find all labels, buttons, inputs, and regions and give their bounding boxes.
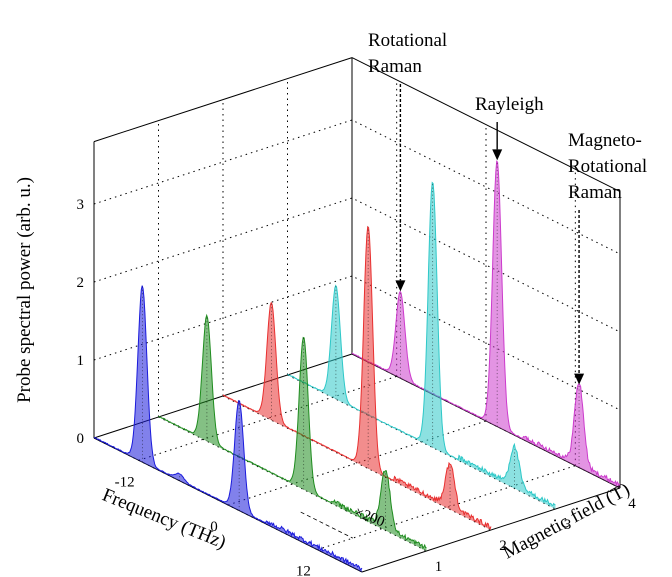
y-tick-label: 3 [564,517,572,533]
series-line [351,160,621,487]
z-axis-label: Probe spectral power (arb. u.) [14,177,35,403]
series-fill [223,226,491,531]
z-tick-label: 2 [77,275,85,291]
x-tick-label: 12 [296,564,311,577]
axes-frame [93,57,621,573]
series-line [93,285,363,571]
series-line [158,313,427,550]
z-tick-label: 3 [77,197,85,213]
z-tick-label: 1 [77,353,85,369]
arrow-head [574,373,585,385]
series-layer [93,160,621,572]
series-field-4 [351,160,621,489]
grid-layer [93,57,621,573]
grid-line [138,375,397,461]
series-field-2 [222,225,492,531]
annotation-label: Rotational [368,30,447,51]
annotation: Magneto- Rotational Raman [568,130,647,385]
series-fill [352,161,620,489]
series-fill [94,285,362,572]
annotation-label: Rotational [568,156,647,177]
series-field-0 [93,285,363,572]
grid-line [93,275,621,411]
annotation-layer: Rotational Raman Rayleigh Magneto- Rotationa… [368,30,647,385]
y-tick-label: 2 [499,538,507,554]
annotation-label: Raman [368,56,422,77]
axis-edge [351,57,621,193]
arrow-head [492,149,503,161]
series-line [222,225,492,530]
annotation-label: Raman [568,182,622,203]
series-line [287,181,556,507]
arrow-head [395,280,406,292]
x-tick-label: -12 [115,474,135,490]
scale-bracket [300,511,353,539]
annotation-label: Magneto- [568,130,642,151]
grid-line [93,197,621,333]
grid-line [317,465,576,551]
annotation: Rotational Raman [368,30,447,292]
series-field-3 [287,181,556,509]
x-tick-label: 0 [210,519,218,535]
y-tick-label: 4 [628,496,636,512]
grid-line [93,119,621,255]
series-fill [287,182,556,509]
annotation-label: Rayleigh [475,94,544,115]
z-tick-label: 0 [77,431,85,447]
axis-edge [93,57,353,143]
series-fill [158,315,427,551]
y-tick-label: 1 [435,559,443,575]
series-field-1 [158,313,427,551]
annotation: Rayleigh [475,94,544,161]
